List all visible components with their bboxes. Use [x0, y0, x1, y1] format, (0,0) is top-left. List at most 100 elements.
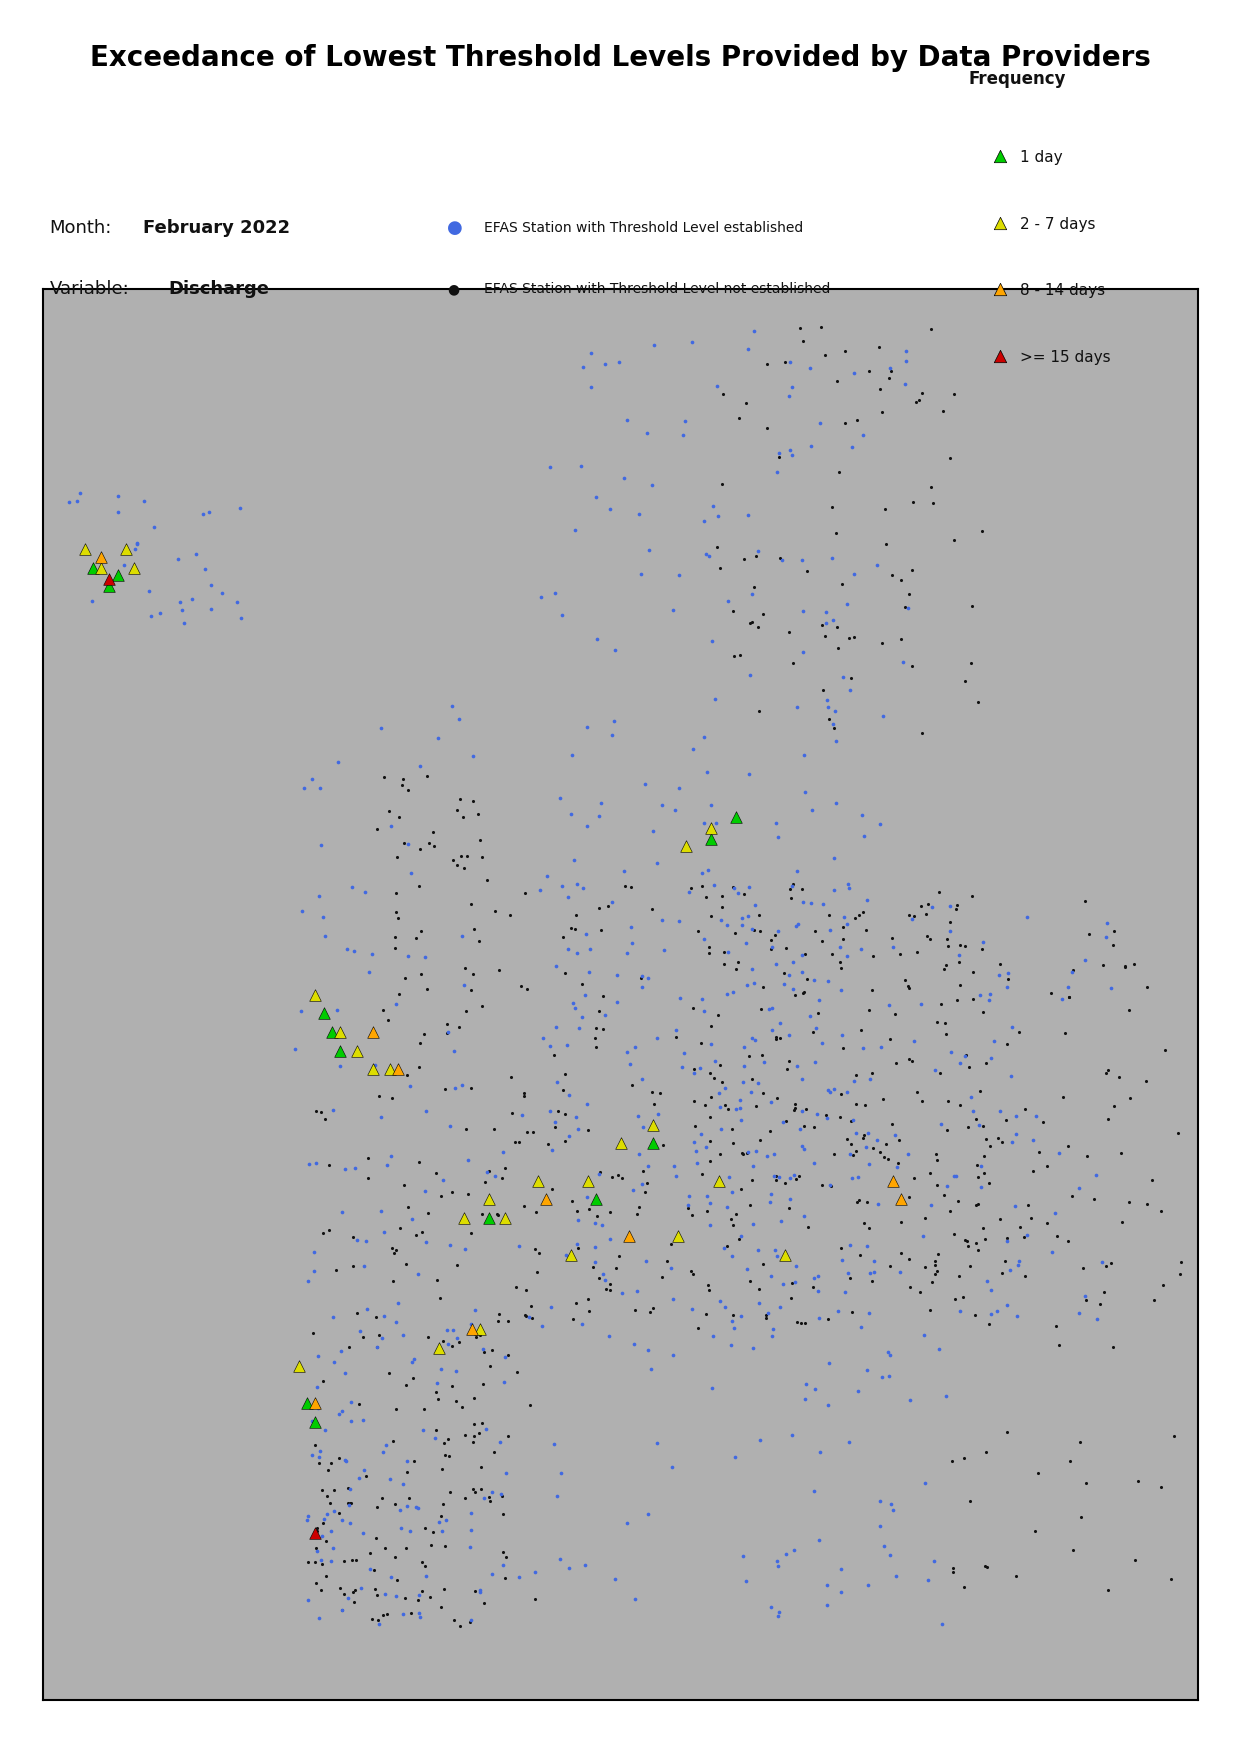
Point: [880, 1252, 900, 1280]
Point: [620, 913, 640, 941]
Point: [1034, 1108, 1054, 1136]
Point: [813, 677, 833, 705]
Point: [700, 1146, 720, 1175]
Point: [797, 557, 817, 586]
Point: [711, 906, 731, 934]
Point: [567, 940, 587, 968]
Point: [809, 1304, 829, 1332]
Point: [696, 1197, 716, 1225]
Point: [560, 1555, 580, 1583]
Point: [804, 1113, 824, 1141]
Point: [441, 1111, 460, 1139]
Point: [1097, 1055, 1117, 1083]
Point: [973, 999, 993, 1027]
Point: [562, 1187, 582, 1215]
Point: [1059, 1227, 1078, 1255]
Point: [656, 1248, 676, 1276]
Point: [442, 1332, 462, 1360]
Point: [942, 1038, 962, 1066]
Point: [577, 1090, 597, 1118]
Point: [585, 1248, 604, 1276]
Point: [462, 1315, 482, 1343]
Point: [787, 857, 807, 885]
Point: [793, 1132, 813, 1160]
Point: [1077, 1143, 1097, 1171]
Point: [557, 1031, 577, 1059]
Point: [824, 876, 844, 905]
Point: [480, 1352, 500, 1380]
Point: [318, 1481, 338, 1509]
Point: [423, 819, 443, 847]
Point: [891, 1185, 911, 1213]
Point: [589, 997, 609, 1026]
Point: [186, 540, 206, 568]
Point: [447, 1387, 467, 1415]
Point: [741, 1078, 761, 1106]
Point: [561, 913, 581, 941]
Point: [453, 803, 473, 831]
Point: [355, 1455, 375, 1483]
Point: [757, 349, 777, 377]
Point: [784, 1160, 804, 1189]
Point: [854, 1210, 874, 1238]
Point: [192, 500, 212, 528]
Point: [625, 1033, 645, 1061]
Point: [686, 1138, 706, 1166]
Point: [661, 1253, 681, 1281]
Point: [751, 1427, 771, 1455]
Point: [843, 1106, 862, 1134]
Point: [663, 1341, 683, 1369]
Point: [326, 996, 346, 1024]
Point: [743, 1152, 763, 1180]
Point: [783, 975, 803, 1003]
Point: [944, 1162, 964, 1190]
Point: [870, 1513, 890, 1541]
Point: [663, 596, 683, 624]
Point: [624, 1331, 644, 1359]
Point: [333, 1595, 352, 1623]
Point: [995, 1246, 1015, 1274]
Point: [366, 1523, 386, 1551]
Point: [339, 1490, 359, 1518]
Point: [890, 940, 910, 968]
Point: [774, 959, 794, 987]
Point: [650, 1078, 670, 1106]
Point: [730, 642, 750, 670]
Point: [968, 1236, 988, 1264]
Point: [298, 1506, 318, 1534]
Point: [594, 1266, 614, 1294]
Point: [450, 785, 470, 813]
Point: [525, 1558, 545, 1586]
Point: [321, 1546, 341, 1574]
Point: [859, 358, 879, 386]
Point: [376, 1534, 396, 1562]
Point: [947, 985, 967, 1013]
Point: [954, 1572, 974, 1600]
Point: [1018, 1190, 1037, 1218]
Point: [570, 1013, 589, 1041]
Point: [330, 1052, 350, 1080]
Point: [793, 598, 813, 626]
Point: [700, 1103, 720, 1131]
Point: [824, 845, 844, 873]
Point: [369, 1320, 388, 1348]
Point: [642, 896, 661, 924]
Point: [673, 1054, 692, 1082]
Point: [722, 1301, 742, 1329]
Point: [329, 1401, 349, 1429]
Point: [411, 1602, 431, 1630]
Point: [751, 1125, 771, 1153]
Point: [827, 727, 846, 756]
Point: [618, 1509, 638, 1537]
Point: [818, 1304, 838, 1332]
Point: [230, 494, 249, 522]
Point: [815, 608, 835, 636]
Point: [563, 847, 583, 875]
Point: [813, 1171, 833, 1199]
Point: [521, 1292, 541, 1320]
Point: [696, 1132, 716, 1160]
Point: [1170, 1260, 1190, 1288]
Point: [828, 635, 848, 663]
Point: [516, 1276, 536, 1304]
Point: [333, 1199, 352, 1227]
